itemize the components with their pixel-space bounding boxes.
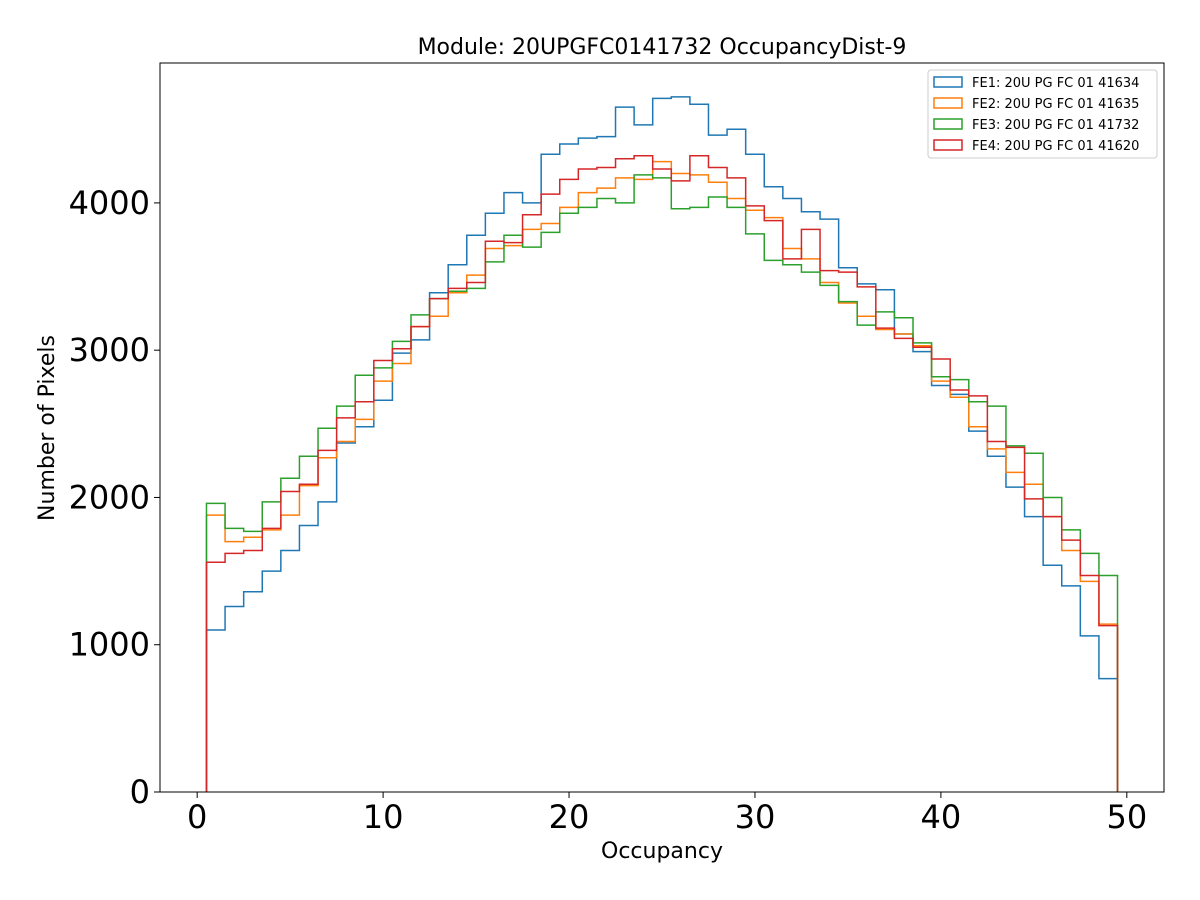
legend: FE1: 20U PG FC 01 41634 FE2: 20U PG FC 01… [927,69,1158,159]
x-tick-label: 30 [735,798,776,836]
plot-frame [159,62,1165,793]
legend-label-fe2: FE2: 20U PG FC 01 41635 [972,97,1139,112]
x-axis-label: Occupancy [601,839,723,864]
y-tick-label: 1000 [69,626,150,664]
y-tick-label: 2000 [69,478,150,516]
legend-swatch-fe3 [933,118,963,130]
x-tick-label: 0 [187,798,207,836]
x-axis-ticks: 0 10 20 30 40 50 [187,792,1147,836]
histogram-series-fe4 [205,155,1119,792]
histogram-series-fe2 [205,160,1119,792]
chart-title: Module: 20UPGFC0141732 OccupancyDist-9 [418,35,907,60]
legend-label-fe1: FE1: 20U PG FC 01 41634 [972,76,1139,91]
legend-label-fe4: FE4: 20U PG FC 01 41620 [972,139,1139,154]
legend-swatch-fe2 [933,97,963,109]
y-axis-ticks: 0 1000 2000 3000 4000 [69,184,160,811]
histogram-series-layer [205,96,1119,792]
y-tick-label: 3000 [69,331,150,369]
legend-swatch-fe4 [933,139,963,151]
y-tick-label: 0 [130,773,150,811]
legend-items: FE1: 20U PG FC 01 41634 FE2: 20U PG FC 01… [933,76,1139,154]
x-tick-label: 20 [549,798,590,836]
y-tick-label: 4000 [69,184,150,222]
y-axis-label: Number of Pixels [35,335,60,521]
legend-label-fe3: FE3: 20U PG FC 01 41732 [972,118,1139,133]
legend-swatch-fe1 [933,76,963,88]
x-tick-label: 40 [921,798,962,836]
legend-box [927,69,1158,159]
x-tick-label: 50 [1106,798,1147,836]
x-tick-label: 10 [363,798,404,836]
